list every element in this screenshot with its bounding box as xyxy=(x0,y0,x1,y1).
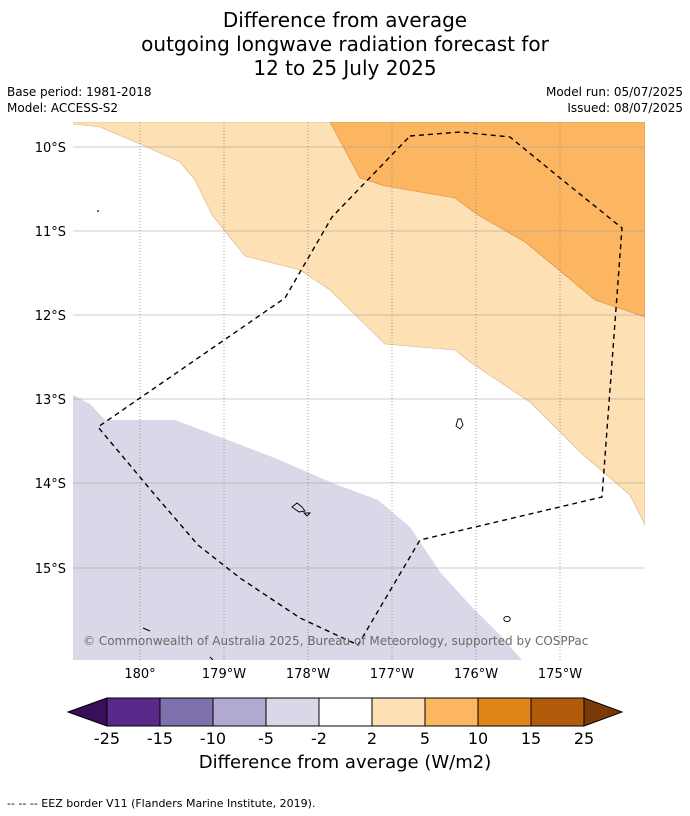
eez-border xyxy=(96,131,623,646)
chart-title: Difference from average outgoing longwav… xyxy=(0,8,690,80)
colorbar-tick-1: -25 xyxy=(94,729,120,748)
colorbar-extend-low xyxy=(66,697,108,727)
issued-date: Issued: 08/07/2025 xyxy=(567,101,683,115)
island-outline xyxy=(455,418,464,430)
meta-right: Model run: 05/07/2025 Issued: 08/07/2025 xyxy=(546,84,683,116)
colorbar-swatch-7 xyxy=(425,698,478,726)
colorbar: -25 -15 -10 -5 -2 2 5 10 15 25 xyxy=(66,697,624,748)
map-area: © Commonwealth of Australia 2025, Bureau… xyxy=(73,122,645,660)
lat-label-15s: 15°S xyxy=(35,562,66,577)
base-period: Base period: 1981-2018 xyxy=(7,85,152,99)
colorbar-ticks: -25 -15 -10 -5 -2 2 5 10 15 25 xyxy=(94,729,594,748)
title-line-2: outgoing longwave radiation forecast for xyxy=(141,32,549,56)
lon-label-178w: 178°W xyxy=(286,667,330,682)
lat-label-14s: 14°S xyxy=(35,477,66,492)
lat-label-13s: 13°S xyxy=(35,393,66,408)
colorbar-swatch-9 xyxy=(531,698,584,726)
colorbar-swatch-8 xyxy=(478,698,531,726)
lon-label-180: 180° xyxy=(124,667,155,682)
model-name: Model: ACCESS-S2 xyxy=(7,101,119,115)
island-group xyxy=(291,502,312,517)
island-edge xyxy=(209,656,214,660)
colorbar-swatch-1 xyxy=(107,698,160,726)
lon-label-176w: 176°W xyxy=(454,667,498,682)
lat-label-11s: 11°S xyxy=(35,225,66,240)
colorbar-tick-5: -2 xyxy=(311,729,327,748)
colorbar-tick-3: -10 xyxy=(200,729,226,748)
colorbar-tick-6: 2 xyxy=(367,729,377,748)
lat-gridlines xyxy=(73,146,645,569)
region-light-purple xyxy=(73,395,522,660)
colorbar-tick-4: -5 xyxy=(258,729,274,748)
lon-label-177w: 177°W xyxy=(370,667,414,682)
colorbar-frame xyxy=(106,697,585,727)
colorbar-tick-9: 15 xyxy=(521,729,541,748)
colorbar-tick-10: 25 xyxy=(574,729,594,748)
meta-left: Base period: 1981-2018 Model: ACCESS-S2 xyxy=(7,84,152,116)
lon-label-179w: 179°W xyxy=(202,667,246,682)
copyright-text: © Commonwealth of Australia 2025, Bureau… xyxy=(83,634,588,648)
colorbar-dividers xyxy=(159,698,532,726)
colorbar-tick-7: 5 xyxy=(420,729,430,748)
colorbar-extend-high xyxy=(583,697,624,727)
island-dot xyxy=(97,210,99,212)
region-orange xyxy=(329,122,645,318)
colorbar-swatch-4 xyxy=(266,698,319,726)
lat-labels: 10°S 11°S 12°S 13°S 14°S 15°S xyxy=(35,141,66,577)
lat-label-12s: 12°S xyxy=(35,309,66,324)
island-small xyxy=(503,615,511,623)
title-line-1: Difference from average xyxy=(222,8,468,32)
lat-label-10s: 10°S xyxy=(35,141,66,156)
title-line-3: 12 to 25 July 2025 xyxy=(253,56,437,80)
colorbar-swatch-2 xyxy=(160,698,213,726)
colorbar-tick-2: -15 xyxy=(147,729,173,748)
colorbar-swatch-5 xyxy=(319,698,372,726)
colorbar-swatch-6 xyxy=(372,698,425,726)
lon-label-175w: 175°W xyxy=(538,667,582,682)
model-run: Model run: 05/07/2025 xyxy=(545,85,683,99)
colorbar-tick-8: 10 xyxy=(468,729,488,748)
colorbar-swatch-3 xyxy=(213,698,266,726)
lon-labels: 180° 179°W 178°W 177°W 176°W 175°W xyxy=(124,667,582,682)
footnote-eez: -- -- -- EEZ border V11 (Flanders Marine… xyxy=(7,797,316,810)
colorbar-label: Difference from average (W/m2) xyxy=(198,752,492,773)
island-sliver xyxy=(142,627,151,632)
